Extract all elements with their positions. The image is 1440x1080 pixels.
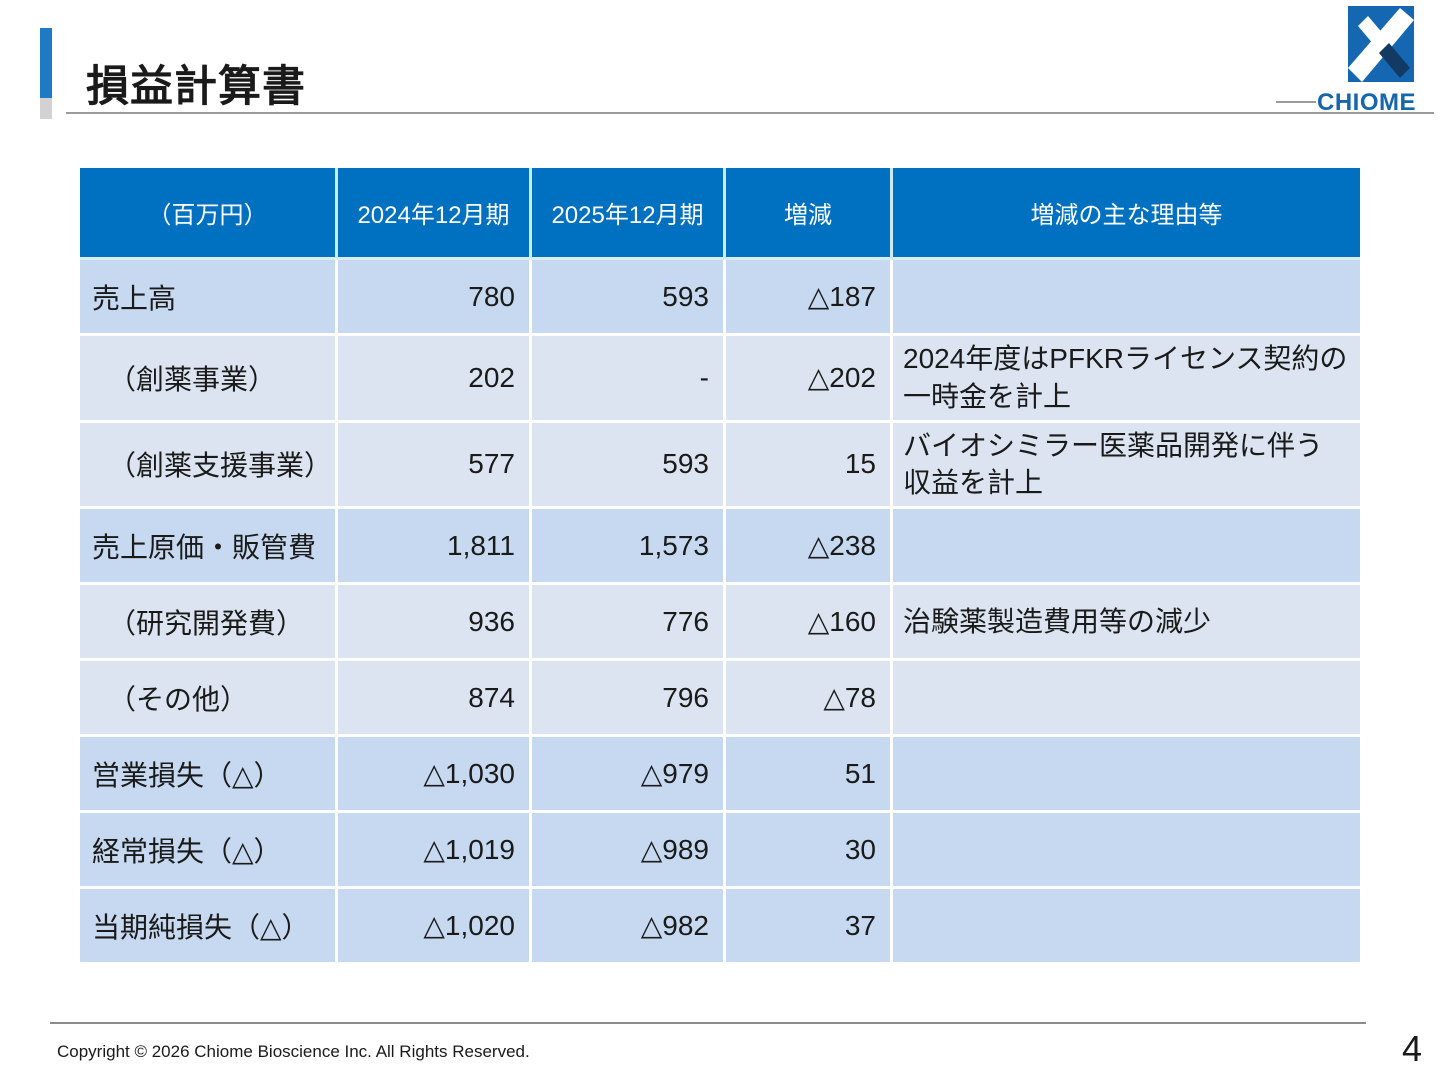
cell-change: △238 (726, 509, 893, 586)
cell-fy2025: 593 (532, 422, 726, 510)
table-row-discovery-support: （創薬支援事業） 577 593 15 バイオシミラー医薬品開発に伴う収益を計上 (80, 422, 1360, 510)
cell-change: △187 (726, 260, 893, 336)
chiome-logo-icon (1346, 6, 1416, 89)
table-row-ordinary-loss: 経常損失（△） △1,019 △989 30 (80, 813, 1360, 890)
table-row-rnd-expenses: （研究開発費） 936 776 △160 治験薬製造費用等の減少 (80, 585, 1360, 662)
col-header-fy2024: 2024年12月期 (338, 168, 532, 260)
page-number: 4 (1401, 1028, 1422, 1069)
cell-label: 経常損失（△） (80, 813, 338, 890)
cell-reason: バイオシミラー医薬品開発に伴う収益を計上 (893, 422, 1360, 510)
cell-label: （創薬支援事業） (80, 422, 338, 510)
title-accent-bar-gray (40, 98, 52, 119)
cell-fy2024: △1,019 (338, 813, 532, 890)
table-row-operating-loss: 営業損失（△） △1,030 △979 51 (80, 737, 1360, 814)
cell-change: 37 (726, 889, 893, 966)
cell-reason (893, 889, 1360, 966)
col-header-fy2025: 2025年12月期 (532, 168, 726, 260)
cell-change: △202 (726, 336, 893, 423)
cell-reason (893, 813, 1360, 890)
cell-fy2024: 577 (338, 422, 532, 510)
logo-wordmark: CHIOME (1317, 89, 1416, 116)
cell-fy2025: - (532, 336, 726, 423)
cell-fy2025: △989 (532, 813, 726, 890)
cell-change: △160 (726, 585, 893, 662)
cell-fy2024: 936 (338, 585, 532, 662)
page-title: 損益計算書 (86, 63, 306, 111)
cell-fy2024: △1,030 (338, 737, 532, 814)
table-row-net-loss: 当期純損失（△） △1,020 △982 37 (80, 889, 1360, 966)
col-header-reason: 増減の主な理由等 (893, 168, 1360, 260)
cell-label: 営業損失（△） (80, 737, 338, 814)
cell-fy2024: 874 (338, 661, 532, 738)
col-header-change: 増減 (726, 168, 893, 260)
cell-reason: 2024年度はPFKRライセンス契約の一時金を計上 (893, 336, 1360, 423)
cell-fy2025: △979 (532, 737, 726, 814)
logo-dash-line (1276, 101, 1316, 103)
cell-fy2025: 1,573 (532, 509, 726, 586)
table-row-drug-discovery: （創薬事業） 202 - △202 2024年度はPFKRライセンス契約の一時金… (80, 336, 1360, 423)
footer-divider (50, 1022, 1366, 1024)
table-row-other: （その他） 874 796 △78 (80, 661, 1360, 738)
cell-fy2025: 593 (532, 260, 726, 336)
cell-label: （研究開発費） (80, 585, 338, 662)
cell-fy2025: 796 (532, 661, 726, 738)
cell-reason (893, 509, 1360, 586)
cell-change: 15 (726, 422, 893, 510)
col-header-unit: （百万円） (80, 168, 338, 260)
cell-fy2024: 780 (338, 260, 532, 336)
cell-reason: 治験薬製造費用等の減少 (893, 585, 1360, 662)
cell-change: 51 (726, 737, 893, 814)
title-divider (66, 112, 1434, 114)
cell-label: 売上高 (80, 260, 338, 336)
cell-label: 売上原価・販管費 (80, 509, 338, 586)
table-header-row: （百万円） 2024年12月期 2025年12月期 増減 増減の主な理由等 (80, 168, 1360, 260)
title-accent-bar-blue (40, 28, 52, 98)
cell-fy2024: 202 (338, 336, 532, 423)
cell-change: △78 (726, 661, 893, 738)
table-row-cogs-sga: 売上原価・販管費 1,811 1,573 △238 (80, 509, 1360, 586)
cell-reason (893, 661, 1360, 738)
cell-label: 当期純損失（△） (80, 889, 338, 966)
cell-fy2025: 776 (532, 585, 726, 662)
copyright-text: Copyright © 2026 Chiome Bioscience Inc. … (57, 1042, 530, 1061)
cell-label: （創薬事業） (80, 336, 338, 423)
company-logo: CHIOME (1276, 6, 1416, 117)
cell-reason (893, 737, 1360, 814)
cell-fy2024: 1,811 (338, 509, 532, 586)
cell-change: 30 (726, 813, 893, 890)
pl-statement-table: （百万円） 2024年12月期 2025年12月期 増減 増減の主な理由等 売上… (80, 168, 1360, 966)
cell-label: （その他） (80, 661, 338, 738)
table-row-sales: 売上高 780 593 △187 (80, 260, 1360, 336)
cell-fy2025: △982 (532, 889, 726, 966)
cell-fy2024: △1,020 (338, 889, 532, 966)
cell-reason (893, 260, 1360, 336)
